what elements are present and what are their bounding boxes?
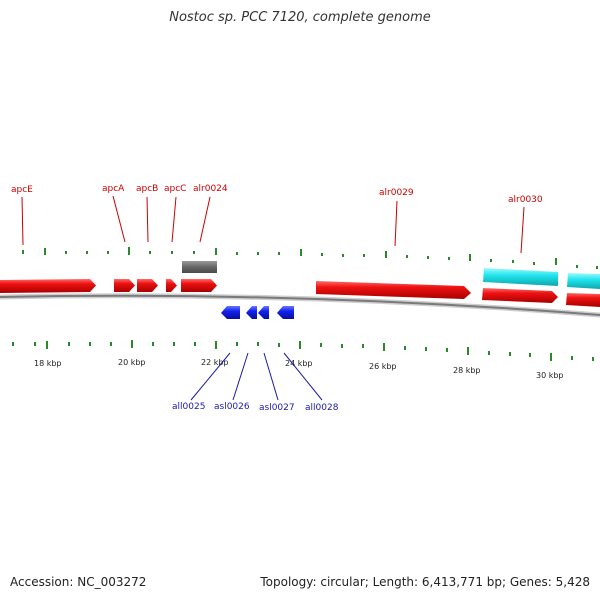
label-apcC[interactable]: apcC <box>164 184 186 194</box>
rna-features <box>483 268 600 289</box>
rna-feature-2[interactable] <box>567 273 600 289</box>
gene-apcB[interactable] <box>137 279 158 292</box>
reverse-label-leaders <box>190 352 323 401</box>
gene-all0028[interactable] <box>277 306 294 319</box>
gene-apcA[interactable] <box>114 279 135 292</box>
label-apcE[interactable]: apcE <box>11 185 33 195</box>
rna-feature-1[interactable] <box>483 268 558 286</box>
label-all0025[interactable]: all0025 <box>172 402 205 412</box>
feature-misc-gray[interactable] <box>182 261 217 273</box>
genome-summary-text: Topology: circular; Length: 6,413,771 bp… <box>260 575 590 589</box>
gene-asl0026[interactable] <box>246 306 257 319</box>
genome-title: Nostoc sp. PCC 7120, complete genome <box>169 10 431 25</box>
gene-all0025[interactable] <box>221 306 240 319</box>
scale-label-24kbp: 24 kbp <box>285 359 313 368</box>
genome-backbone-line <box>0 294 600 316</box>
scale-label-18kbp: 18 kbp <box>34 359 62 368</box>
reverse-genes <box>221 306 294 319</box>
reverse-tick-marks <box>12 340 594 361</box>
label-apcB[interactable]: apcB <box>136 184 158 194</box>
forward-genes <box>0 279 600 307</box>
scale-label-22kbp: 22 kbp <box>201 358 229 367</box>
gene-apcC[interactable] <box>166 279 177 292</box>
gene-alr0029[interactable] <box>316 281 471 299</box>
gene-alr0024[interactable] <box>181 279 217 292</box>
gene-alr0030[interactable] <box>482 288 558 303</box>
label-all0028[interactable]: all0028 <box>305 403 339 413</box>
scale-label-28kbp: 28 kbp <box>453 366 481 375</box>
forward-label-leaders <box>21 195 525 254</box>
scale-label-20kbp: 20 kbp <box>118 358 146 367</box>
label-alr0030[interactable]: alr0030 <box>508 195 543 205</box>
gene-apcE[interactable] <box>0 279 96 293</box>
scale-label-30kbp: 30 kbp <box>536 371 564 380</box>
label-alr0029[interactable]: alr0029 <box>379 188 414 198</box>
label-apcA[interactable]: apcA <box>102 184 125 194</box>
accession-text: Accession: NC_003272 <box>10 575 147 589</box>
label-asl0027[interactable]: asl0027 <box>259 403 295 413</box>
forward-tick-marks <box>22 247 598 269</box>
label-alr0024[interactable]: alr0024 <box>193 184 228 194</box>
scale-label-26kbp: 26 kbp <box>369 362 397 371</box>
label-asl0026[interactable]: asl0026 <box>214 402 250 412</box>
gene-asl0027[interactable] <box>258 306 269 319</box>
gene-forward-edge[interactable] <box>566 293 600 307</box>
